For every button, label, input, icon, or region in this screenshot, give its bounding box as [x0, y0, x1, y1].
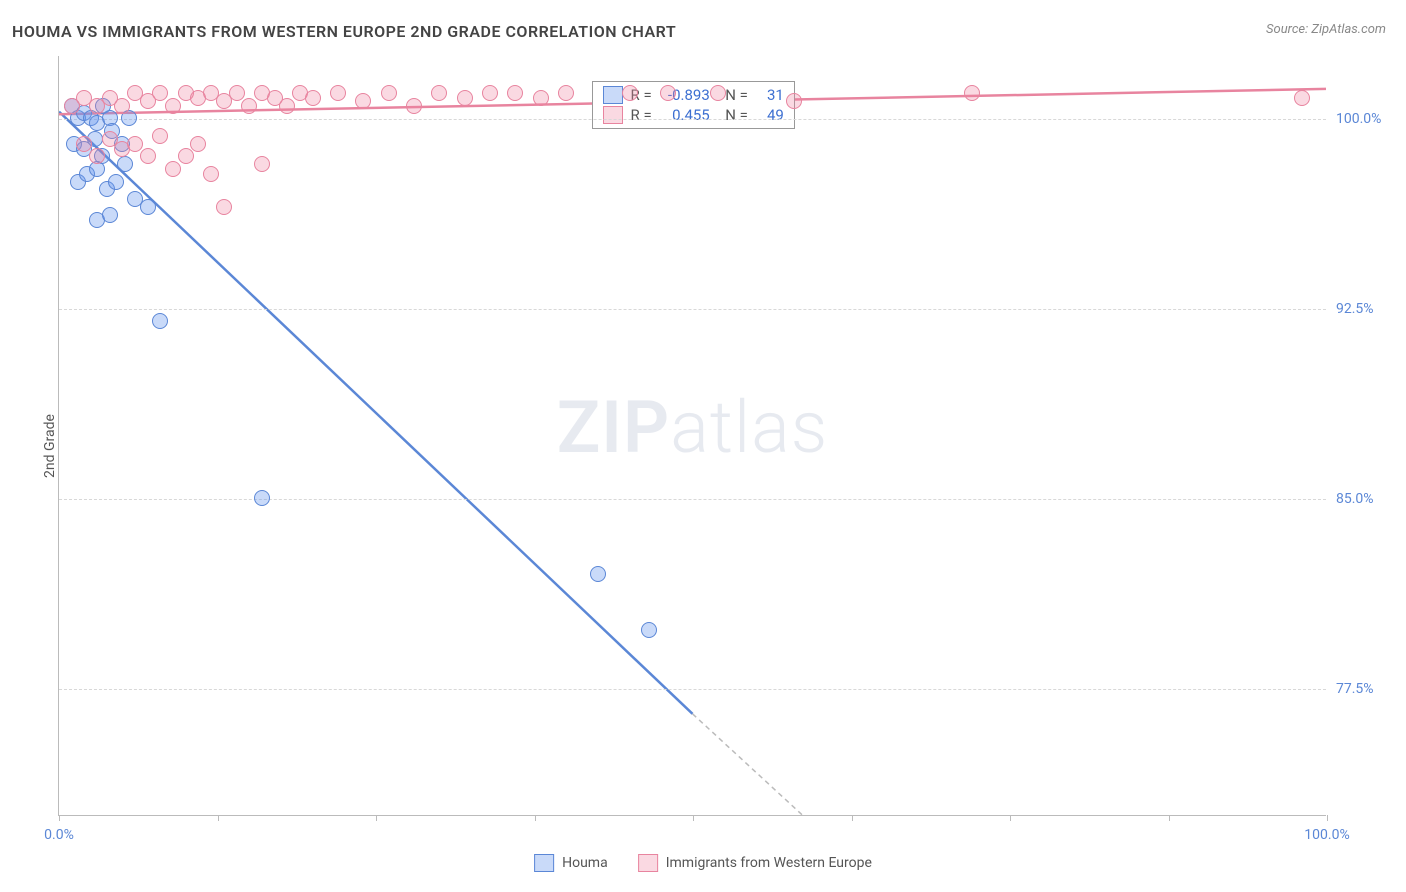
scatter-point	[1294, 90, 1310, 106]
scatter-point	[102, 207, 118, 223]
gridline	[59, 499, 1326, 500]
stat-r-value: 0.455	[660, 106, 710, 124]
legend-item: Houma	[534, 854, 608, 872]
scatter-point	[710, 85, 726, 101]
y-axis-label: 2nd Grade	[42, 414, 58, 478]
x-tick	[1010, 815, 1011, 821]
scatter-point	[165, 161, 181, 177]
chart-title: HOUMA VS IMMIGRANTS FROM WESTERN EUROPE …	[12, 22, 676, 41]
legend-item: Immigrants from Western Europe	[638, 854, 872, 872]
scatter-point	[457, 90, 473, 106]
scatter-point	[254, 156, 270, 172]
scatter-point	[241, 98, 257, 114]
scatter-point	[108, 174, 124, 190]
scatter-point	[279, 98, 295, 114]
x-tick	[693, 815, 694, 821]
scatter-point	[558, 85, 574, 101]
scatter-point	[117, 156, 133, 172]
legend-swatch	[603, 106, 623, 124]
watermark: ZIPatlas	[557, 385, 829, 470]
scatter-point	[431, 85, 447, 101]
stats-row: R = 0.455 N = 49	[603, 106, 784, 124]
y-tick-label: 92.5%	[1336, 301, 1396, 317]
scatter-point	[152, 85, 168, 101]
y-tick-label: 100.0%	[1336, 111, 1396, 127]
scatter-point	[203, 166, 219, 182]
x-tick	[218, 815, 219, 821]
legend-label: Immigrants from Western Europe	[666, 855, 872, 871]
scatter-point	[590, 566, 606, 582]
scatter-point	[216, 199, 232, 215]
stat-n-value: 31	[756, 86, 784, 104]
scatter-point	[622, 85, 638, 101]
scatter-point	[660, 85, 676, 101]
legend-swatch	[534, 854, 554, 872]
plot-area: ZIPatlas R = -0.893 N = 31 R = 0.455 N =…	[58, 56, 1326, 816]
scatter-point	[507, 85, 523, 101]
scatter-point	[533, 90, 549, 106]
scatter-point	[305, 90, 321, 106]
scatter-point	[152, 128, 168, 144]
gridline	[59, 119, 1326, 120]
scatter-point	[89, 148, 105, 164]
scatter-point	[786, 93, 802, 109]
x-tick	[376, 815, 377, 821]
scatter-point	[76, 136, 92, 152]
trend-lines	[59, 56, 1326, 815]
scatter-point	[964, 85, 980, 101]
scatter-point	[381, 85, 397, 101]
scatter-point	[641, 622, 657, 638]
x-tick	[1169, 815, 1170, 821]
x-tick	[852, 815, 853, 821]
x-tick	[59, 815, 60, 821]
scatter-point	[140, 148, 156, 164]
gridline	[59, 689, 1326, 690]
scatter-point	[482, 85, 498, 101]
scatter-point	[330, 85, 346, 101]
x-axis-label: 0.0%	[44, 827, 74, 843]
scatter-point	[165, 98, 181, 114]
gridline	[59, 309, 1326, 310]
scatter-point	[140, 199, 156, 215]
stat-r-label: R =	[631, 106, 652, 124]
scatter-point	[127, 136, 143, 152]
x-tick	[535, 815, 536, 821]
scatter-point	[229, 85, 245, 101]
scatter-point	[254, 490, 270, 506]
y-tick-label: 77.5%	[1336, 681, 1396, 697]
x-axis-label: 100.0%	[1304, 827, 1349, 843]
legend-label: Houma	[562, 855, 608, 871]
source-attribution: Source: ZipAtlas.com	[1266, 22, 1386, 37]
scatter-point	[190, 136, 206, 152]
scatter-point	[355, 93, 371, 109]
y-tick-label: 85.0%	[1336, 491, 1396, 507]
scatter-point	[178, 148, 194, 164]
scatter-point	[406, 98, 422, 114]
legend-swatch	[603, 86, 623, 104]
legend-swatch	[638, 854, 658, 872]
scatter-point	[152, 313, 168, 329]
stat-n-value: 49	[756, 106, 784, 124]
bottom-legend: Houma Immigrants from Western Europe	[534, 854, 872, 872]
stat-n-label: N =	[718, 106, 748, 124]
x-tick	[1327, 815, 1328, 821]
scatter-point	[114, 98, 130, 114]
